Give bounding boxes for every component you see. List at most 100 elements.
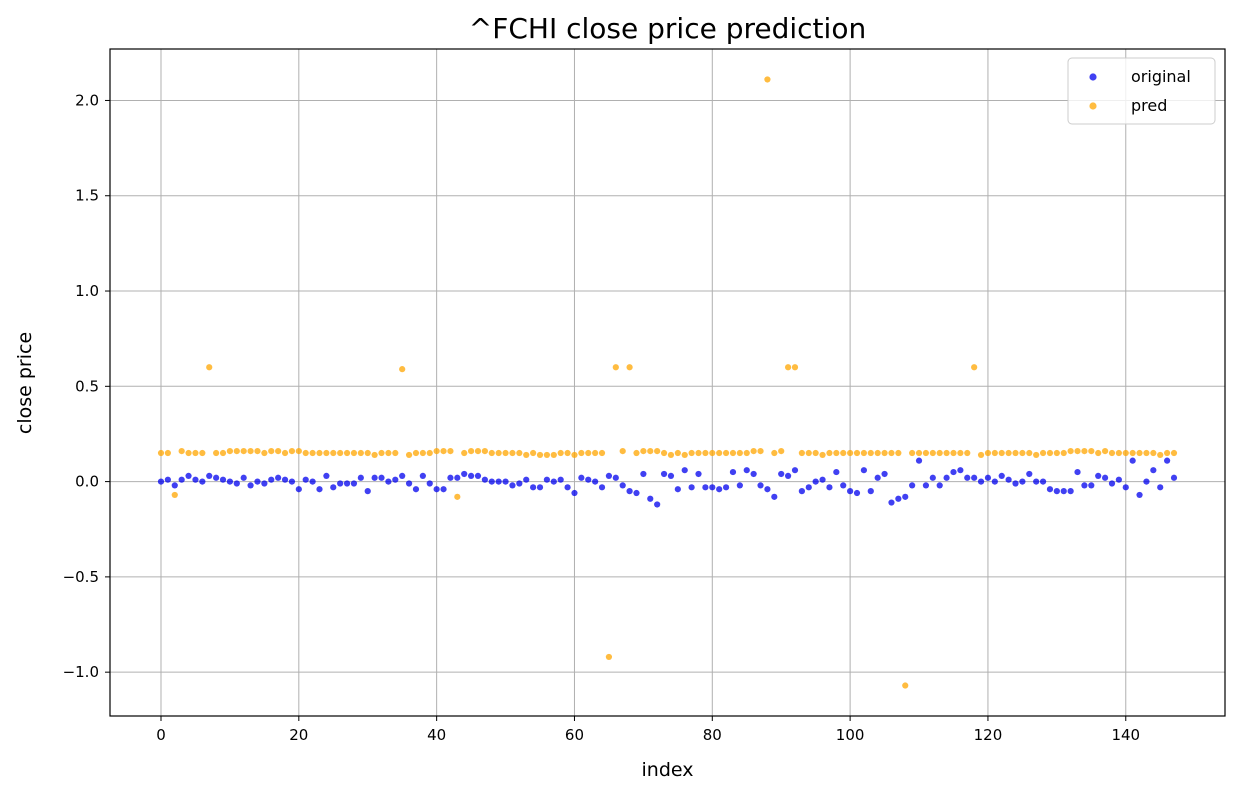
original-point	[667, 472, 675, 479]
pred-point	[530, 449, 537, 457]
original-point	[764, 486, 771, 493]
original-point	[412, 486, 420, 493]
pred-point	[1108, 449, 1116, 457]
original-point	[943, 474, 950, 481]
pred-point	[1095, 449, 1102, 457]
original-point	[447, 474, 454, 481]
original-point	[454, 474, 461, 481]
original-point	[213, 474, 220, 481]
original-point	[185, 472, 192, 479]
pred-point	[909, 449, 916, 457]
original-point	[495, 478, 502, 485]
pred-point	[702, 449, 709, 457]
original-point	[853, 489, 861, 497]
pred-point	[943, 449, 950, 457]
original-point	[523, 476, 530, 483]
pred-point	[178, 448, 185, 455]
pred-point	[812, 449, 819, 457]
original-point	[219, 476, 227, 483]
original-point	[488, 478, 495, 485]
pred-point	[206, 364, 213, 371]
x-tick-label: 60	[565, 726, 584, 744]
original-point	[791, 467, 799, 474]
original-point	[530, 484, 537, 491]
original-point	[157, 478, 165, 485]
pred-point	[543, 451, 551, 459]
original-point	[1012, 480, 1019, 487]
original-point	[991, 478, 998, 485]
original-point	[716, 486, 723, 493]
original-point	[233, 480, 240, 487]
pred-point	[254, 448, 261, 455]
original-point	[316, 486, 323, 493]
pred-point	[667, 451, 675, 459]
x-axis-ticks: 0 20 40 60 80 100 120 140	[156, 716, 1140, 744]
pred-point	[833, 449, 840, 457]
original-point	[674, 486, 681, 493]
pred-point	[1060, 449, 1067, 457]
original-point	[254, 478, 261, 485]
original-point	[1157, 484, 1164, 491]
pred-point	[288, 448, 296, 455]
pred-point	[1157, 451, 1164, 459]
pred-point	[840, 449, 847, 457]
original-point	[1136, 491, 1143, 499]
pred-point	[1122, 449, 1129, 457]
pred-point	[419, 449, 426, 457]
original-point	[468, 472, 475, 479]
legend-marker-pred	[1089, 102, 1097, 110]
pred-point	[275, 448, 282, 455]
pred-point	[626, 364, 633, 371]
original-point	[778, 470, 785, 478]
pred-point	[1115, 449, 1122, 457]
x-tick-label: 140	[1111, 726, 1140, 744]
pred-point	[1101, 448, 1109, 455]
original-point	[178, 476, 185, 483]
pred-point	[605, 653, 613, 661]
original-point	[164, 476, 171, 483]
pred-point	[268, 448, 275, 455]
pred-point	[592, 449, 599, 457]
pred-point	[874, 449, 881, 457]
pred-point	[612, 364, 619, 371]
pred-point	[226, 448, 234, 455]
pred-point	[867, 449, 874, 457]
pred-point	[440, 448, 447, 455]
pred-point	[784, 364, 792, 371]
original-point	[288, 478, 296, 485]
pred-point	[895, 449, 902, 457]
pred-point	[392, 449, 399, 457]
original-point	[1019, 478, 1026, 485]
original-point	[1081, 482, 1088, 489]
pred-point	[984, 449, 992, 457]
pred-point	[164, 449, 171, 457]
original-point	[571, 489, 578, 497]
original-point	[502, 478, 509, 485]
pred-point	[199, 449, 206, 457]
pred-point	[247, 448, 254, 455]
pred-point	[750, 448, 757, 455]
pred-point	[991, 449, 998, 457]
pred-point	[316, 449, 323, 457]
original-point	[247, 482, 254, 489]
legend-marker-original	[1089, 73, 1097, 81]
original-point	[1005, 476, 1012, 483]
y-tick-label: 2.0	[75, 91, 99, 109]
original-point	[915, 457, 923, 464]
pred-point	[1005, 449, 1012, 457]
pred-point	[902, 682, 909, 689]
pred-point	[964, 449, 971, 457]
pred-point	[860, 449, 867, 457]
x-axis-label: index	[642, 759, 694, 781]
y-tick-label: 0.0	[75, 473, 99, 491]
pred-point	[915, 449, 923, 457]
original-point	[909, 482, 916, 489]
original-point	[171, 482, 178, 489]
x-tick-label: 100	[836, 726, 865, 744]
original-point	[1033, 478, 1040, 485]
original-point	[426, 480, 433, 487]
original-point	[585, 476, 592, 483]
pred-point	[847, 449, 854, 457]
pred-point	[454, 493, 461, 500]
